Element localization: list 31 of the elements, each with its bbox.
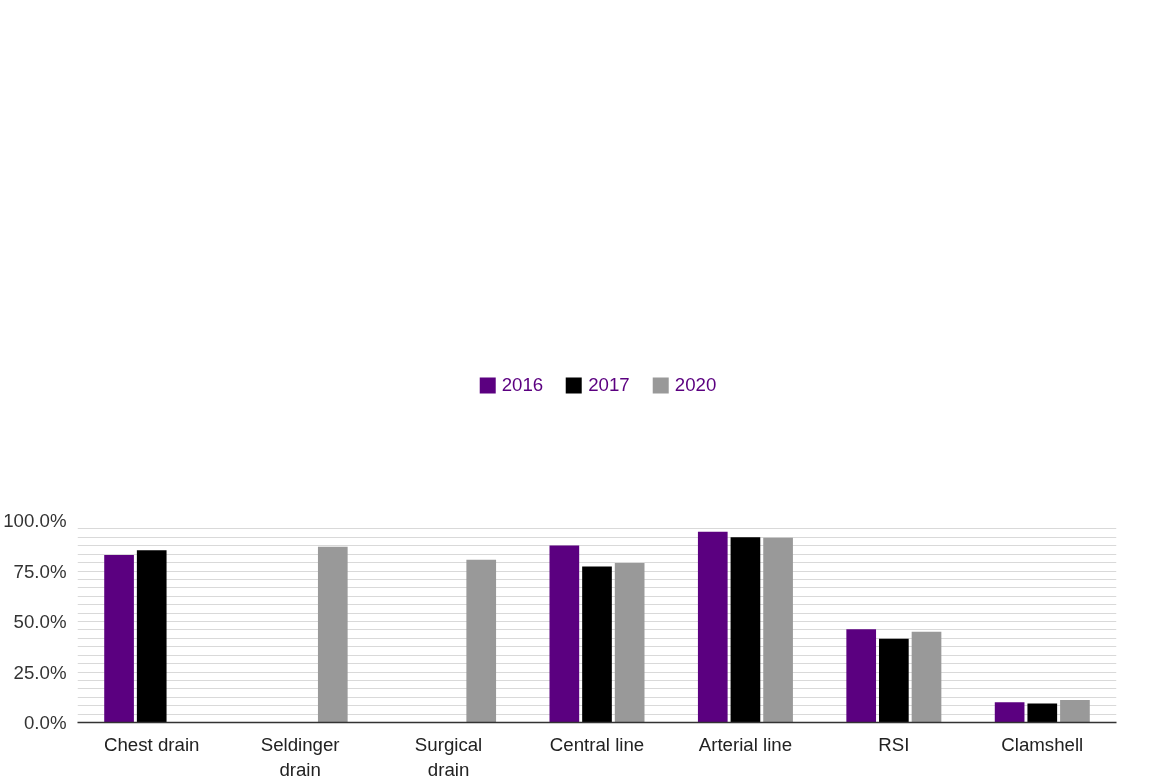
x-tick-label: RSI bbox=[878, 733, 910, 755]
legend-label: 2016 bbox=[501, 373, 544, 396]
x-tick-label: Arterial line bbox=[698, 733, 793, 755]
bar bbox=[879, 638, 909, 723]
legend-label: 2020 bbox=[674, 373, 717, 396]
bar bbox=[549, 545, 580, 723]
bar bbox=[911, 631, 942, 723]
bar bbox=[104, 555, 134, 723]
bar bbox=[730, 537, 761, 723]
y-tick-label: 75.0% bbox=[13, 560, 67, 582]
y-tick-label: 50.0% bbox=[13, 611, 67, 632]
bar bbox=[136, 550, 167, 723]
bar bbox=[1027, 703, 1058, 723]
x-tick-label: Central line bbox=[549, 733, 645, 755]
bar bbox=[466, 559, 497, 723]
x-tick-label: Seldinger drain bbox=[260, 733, 340, 780]
bar bbox=[846, 629, 877, 723]
y-tick-label: 25.0% bbox=[13, 661, 67, 683]
bar bbox=[994, 702, 1025, 723]
bar bbox=[1060, 700, 1090, 723]
bar bbox=[697, 531, 728, 723]
x-tick-label: Chest drain bbox=[104, 733, 200, 755]
bar bbox=[317, 546, 348, 723]
x-tick-label: Clamshell bbox=[1001, 733, 1084, 755]
legend-label: 2017 bbox=[588, 373, 630, 396]
bar bbox=[582, 566, 612, 723]
y-tick-label: 0.0% bbox=[23, 712, 67, 733]
bar bbox=[614, 562, 645, 723]
bar bbox=[763, 537, 793, 723]
y-tick-label: 100.0% bbox=[3, 510, 67, 531]
x-tick-label: Surgical drain bbox=[414, 733, 483, 780]
